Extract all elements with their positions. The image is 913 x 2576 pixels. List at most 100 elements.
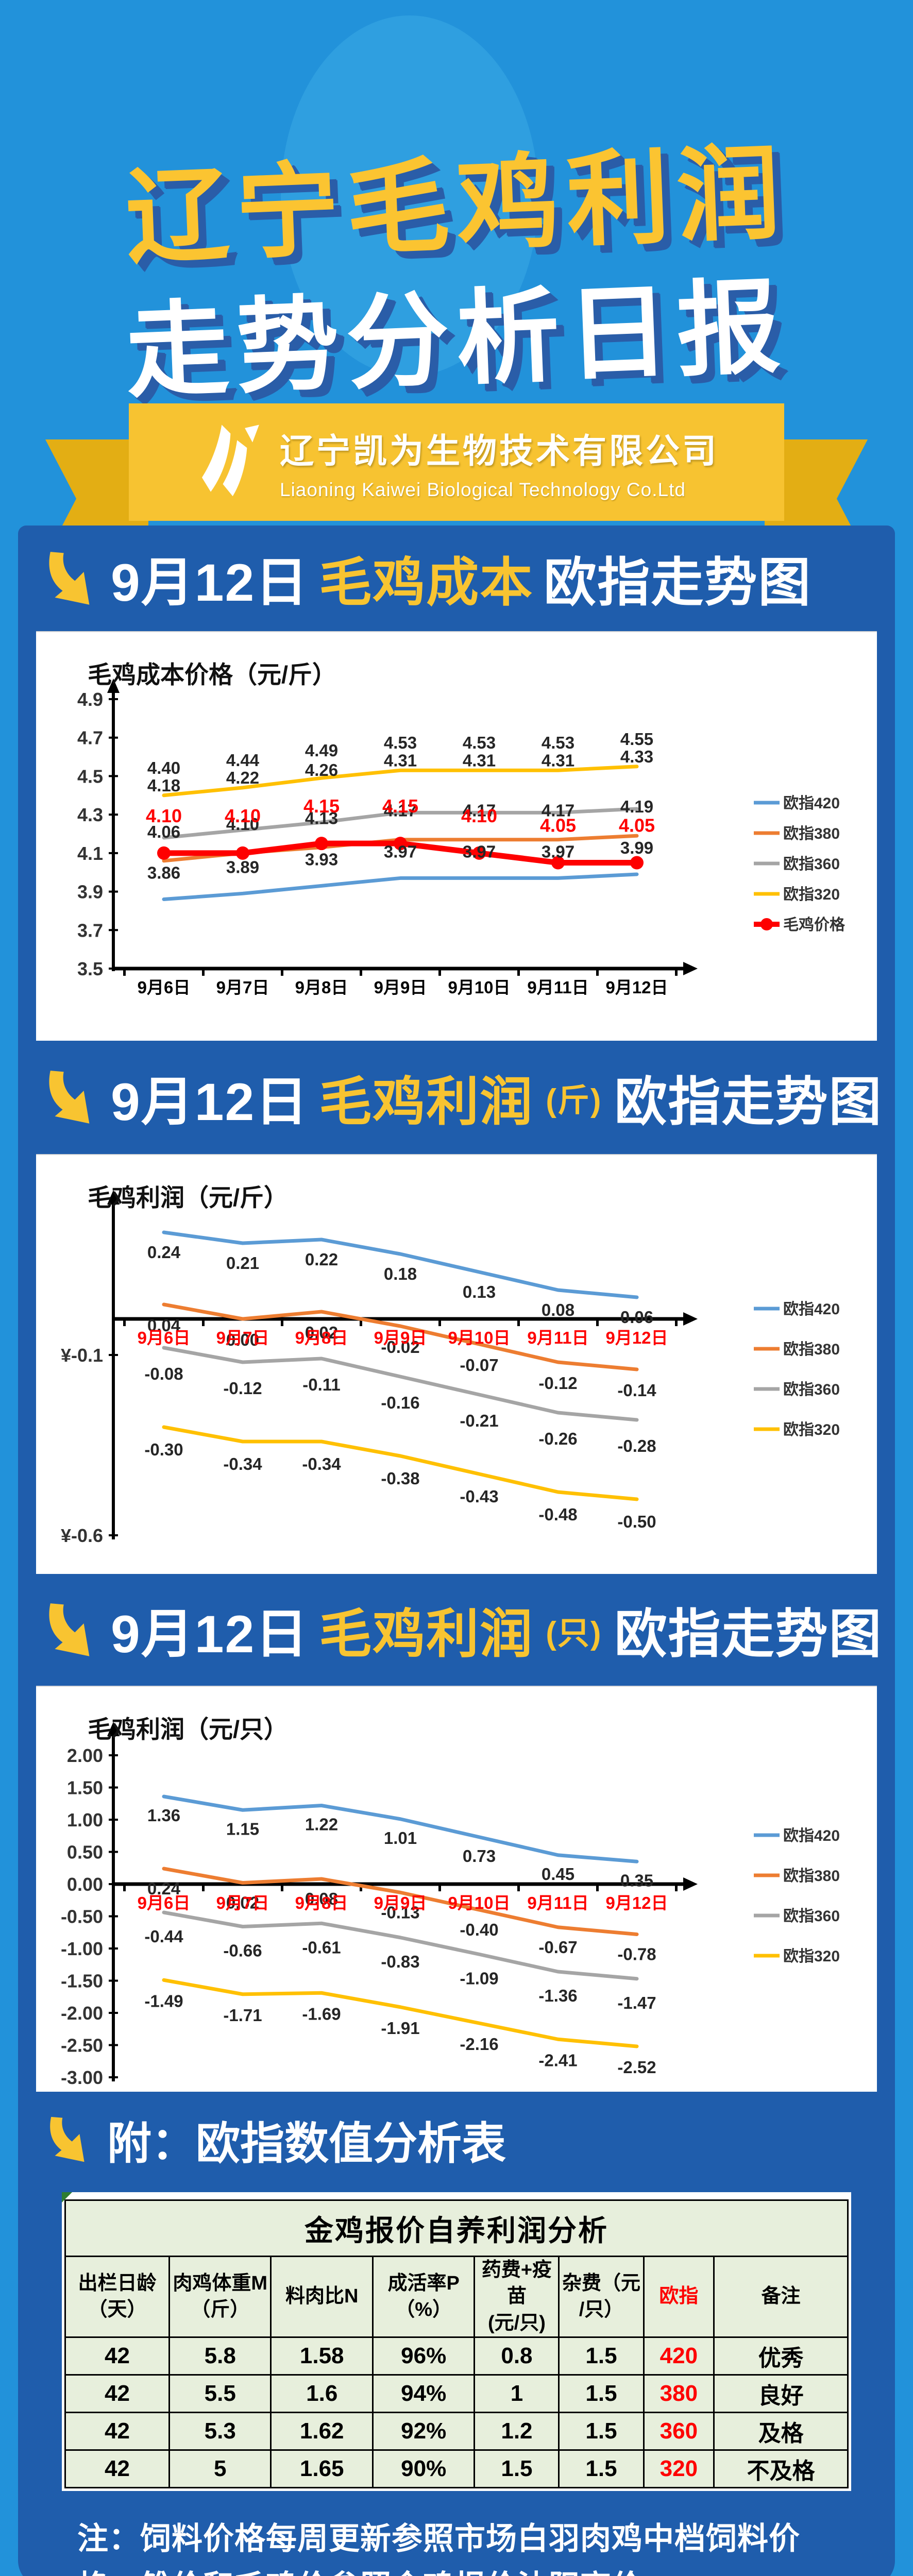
svg-text:-0.02: -0.02 [381,1337,419,1357]
svg-text:-2.00: -2.00 [61,2003,103,2024]
svg-text:9月6日: 9月6日 [138,978,191,997]
svg-text:0.00: 0.00 [67,1874,103,1895]
svg-text:0.24: 0.24 [147,1243,181,1262]
svg-text:3.93: 3.93 [305,850,338,869]
svg-text:¥-0.6: ¥-0.6 [61,1525,103,1546]
section-highlight: 毛鸡利润 [319,1605,534,1664]
table-cell: 1.5 [558,2336,645,2376]
table-cell: 1.5 [558,2411,645,2451]
price-marker [630,856,644,870]
svg-text:欧指360: 欧指360 [783,856,840,873]
svg-text:-0.13: -0.13 [381,1903,419,1922]
svg-text:4.15: 4.15 [303,795,340,817]
svg-text:-0.26: -0.26 [538,1429,577,1448]
svg-text:0.02: 0.02 [226,1893,259,1912]
svg-text:9月7日: 9月7日 [216,1893,269,1912]
svg-text:9月12日: 9月12日 [605,978,668,997]
svg-text:4.10: 4.10 [226,815,259,834]
svg-text:9月6日: 9月6日 [138,1893,191,1912]
table-header-cell: 药费+疫苗 (元/只) [474,2256,560,2338]
svg-text:4.3: 4.3 [77,804,103,825]
svg-text:9月8日: 9月8日 [295,1893,348,1912]
svg-text:-0.67: -0.67 [538,1938,577,1957]
svg-text:欧指360: 欧指360 [783,1908,840,1925]
svg-text:9月11日: 9月11日 [527,978,588,997]
table-cell: 0.8 [474,2336,560,2376]
table-header-cell: 出栏日龄 （天） [64,2256,171,2338]
svg-text:0.08: 0.08 [542,1300,574,1319]
content-panel: 9月12日 毛鸡成本 欧指走势图 毛鸡成本价格（元/斤） 3.5 3.7 3.9 4.1 4… [18,526,895,2576]
series-line [162,1425,639,1501]
svg-text:-0.44: -0.44 [144,1927,183,1946]
svg-text:9月11日: 9月11日 [527,1893,588,1912]
svg-text:-0.07: -0.07 [460,1355,498,1375]
svg-text:1.22: 1.22 [305,1815,338,1834]
section-title-cost: 9月12日 毛鸡成本 欧指走势图 [18,526,895,631]
table-cell: 420 [643,2336,715,2376]
svg-text:9月12日: 9月12日 [605,1328,668,1347]
svg-text:4.05: 4.05 [619,815,655,836]
table-cell: 380 [643,2374,715,2413]
svg-text:-0.30: -0.30 [144,1440,183,1459]
table-cell: 42 [64,2374,171,2413]
svg-text:-0.28: -0.28 [617,1436,656,1455]
svg-text:-1.09: -1.09 [460,1969,498,1988]
table-cell: 1.65 [270,2449,374,2488]
table-cell: 360 [643,2411,715,2451]
svg-text:4.5: 4.5 [77,766,103,787]
svg-text:0.73: 0.73 [463,1846,496,1866]
svg-text:-1.47: -1.47 [617,1993,656,2012]
svg-text:9月6日: 9月6日 [138,1328,191,1347]
svg-text:2.00: 2.00 [67,1745,103,1766]
company-ribbon: 辽宁凯为生物技术有限公司 Liaoning Kaiwei Biological … [0,403,913,563]
svg-text:欧指320: 欧指320 [783,1948,840,1965]
svg-text:3.89: 3.89 [226,857,259,876]
svg-text:1.15: 1.15 [226,1819,259,1838]
down-right-arrow-icon [49,1071,90,1124]
analysis-table-wrap: 金鸡报价自养利润分析 出栏日龄 （天） 肉鸡体重M （斤） 料肉比N 成活率P （%） 药费+… [62,2192,851,2491]
poster-title-line2: 走势分析日报 [124,269,789,410]
table-header-cell: 备注 [713,2256,849,2338]
svg-text:欧指420: 欧指420 [783,795,840,812]
table-cell: 5 [168,2449,272,2488]
profit-per-jin-line-chart: ¥-0.1 ¥-0.6 0.24 0.21 0.22 0.18 0.13 0.08 0.06 0.… [61,1190,840,1546]
y-axis-arrow [107,679,120,693]
table-cell: 42 [64,2336,171,2376]
table-cell: 42 [64,2449,171,2488]
section-date: 9月12日 [111,1605,309,1664]
svg-text:9月9日: 9月9日 [374,978,427,997]
profit-per-bird-line-chart: 2.00 1.50 1.00 0.50 0.00 -0.50 -1.00 -1.50 -2.00… [61,1722,840,2088]
table-header-cell: 成活率P （%） [371,2256,476,2338]
table-cell: 1.6 [270,2374,374,2413]
svg-text:-0.34: -0.34 [223,1454,262,1473]
section-title-profit-jin: 9月12日 毛鸡利润 (斤) 欧指走势图 [18,1041,895,1154]
svg-text:3.9: 3.9 [77,882,103,903]
svg-text:0.35: 0.35 [620,1871,653,1890]
svg-text:欧指380: 欧指380 [783,1341,840,1358]
appendix-heading: 附：欧指数值分析表 [18,2092,895,2187]
svg-text:欧指420: 欧指420 [783,1827,840,1844]
section-date: 9月12日 [111,553,309,612]
svg-text:0.21: 0.21 [226,1253,259,1273]
series-line [162,872,639,902]
table-cell: 及格 [713,2411,849,2451]
series-line [162,1794,639,1863]
cost-index-line-chart: 3.5 3.7 3.9 4.1 4.3 4.5 4.7 4.9 3.86 3.89 3.93 3.97… [77,679,846,997]
svg-text:-2.16: -2.16 [460,2035,498,2054]
svg-text:9月10日: 9月10日 [448,978,510,997]
svg-text:-0.50: -0.50 [617,1512,656,1531]
svg-text:-1.36: -1.36 [538,1986,577,2005]
svg-text:4.49: 4.49 [305,741,338,760]
price-marker [315,837,328,851]
hero-background-ellipse [281,15,538,376]
price-marker [236,846,249,860]
svg-text:3.7: 3.7 [77,920,103,941]
table-cell: 92% [371,2411,476,2451]
chart-title-cost: 毛鸡成本价格（元/斤） [88,661,337,688]
svg-text:4.53: 4.53 [542,733,574,752]
svg-text:4.53: 4.53 [384,733,417,752]
table-cell: 5.3 [168,2411,272,2451]
profit-bird-chart-card: 毛鸡利润（元/只） 2.00 1.50 1.00 0.50 0.00 -0.50 -1.00… [36,1686,877,2092]
section-unit: (只) [546,1615,602,1651]
svg-text:4.17: 4.17 [542,801,574,820]
